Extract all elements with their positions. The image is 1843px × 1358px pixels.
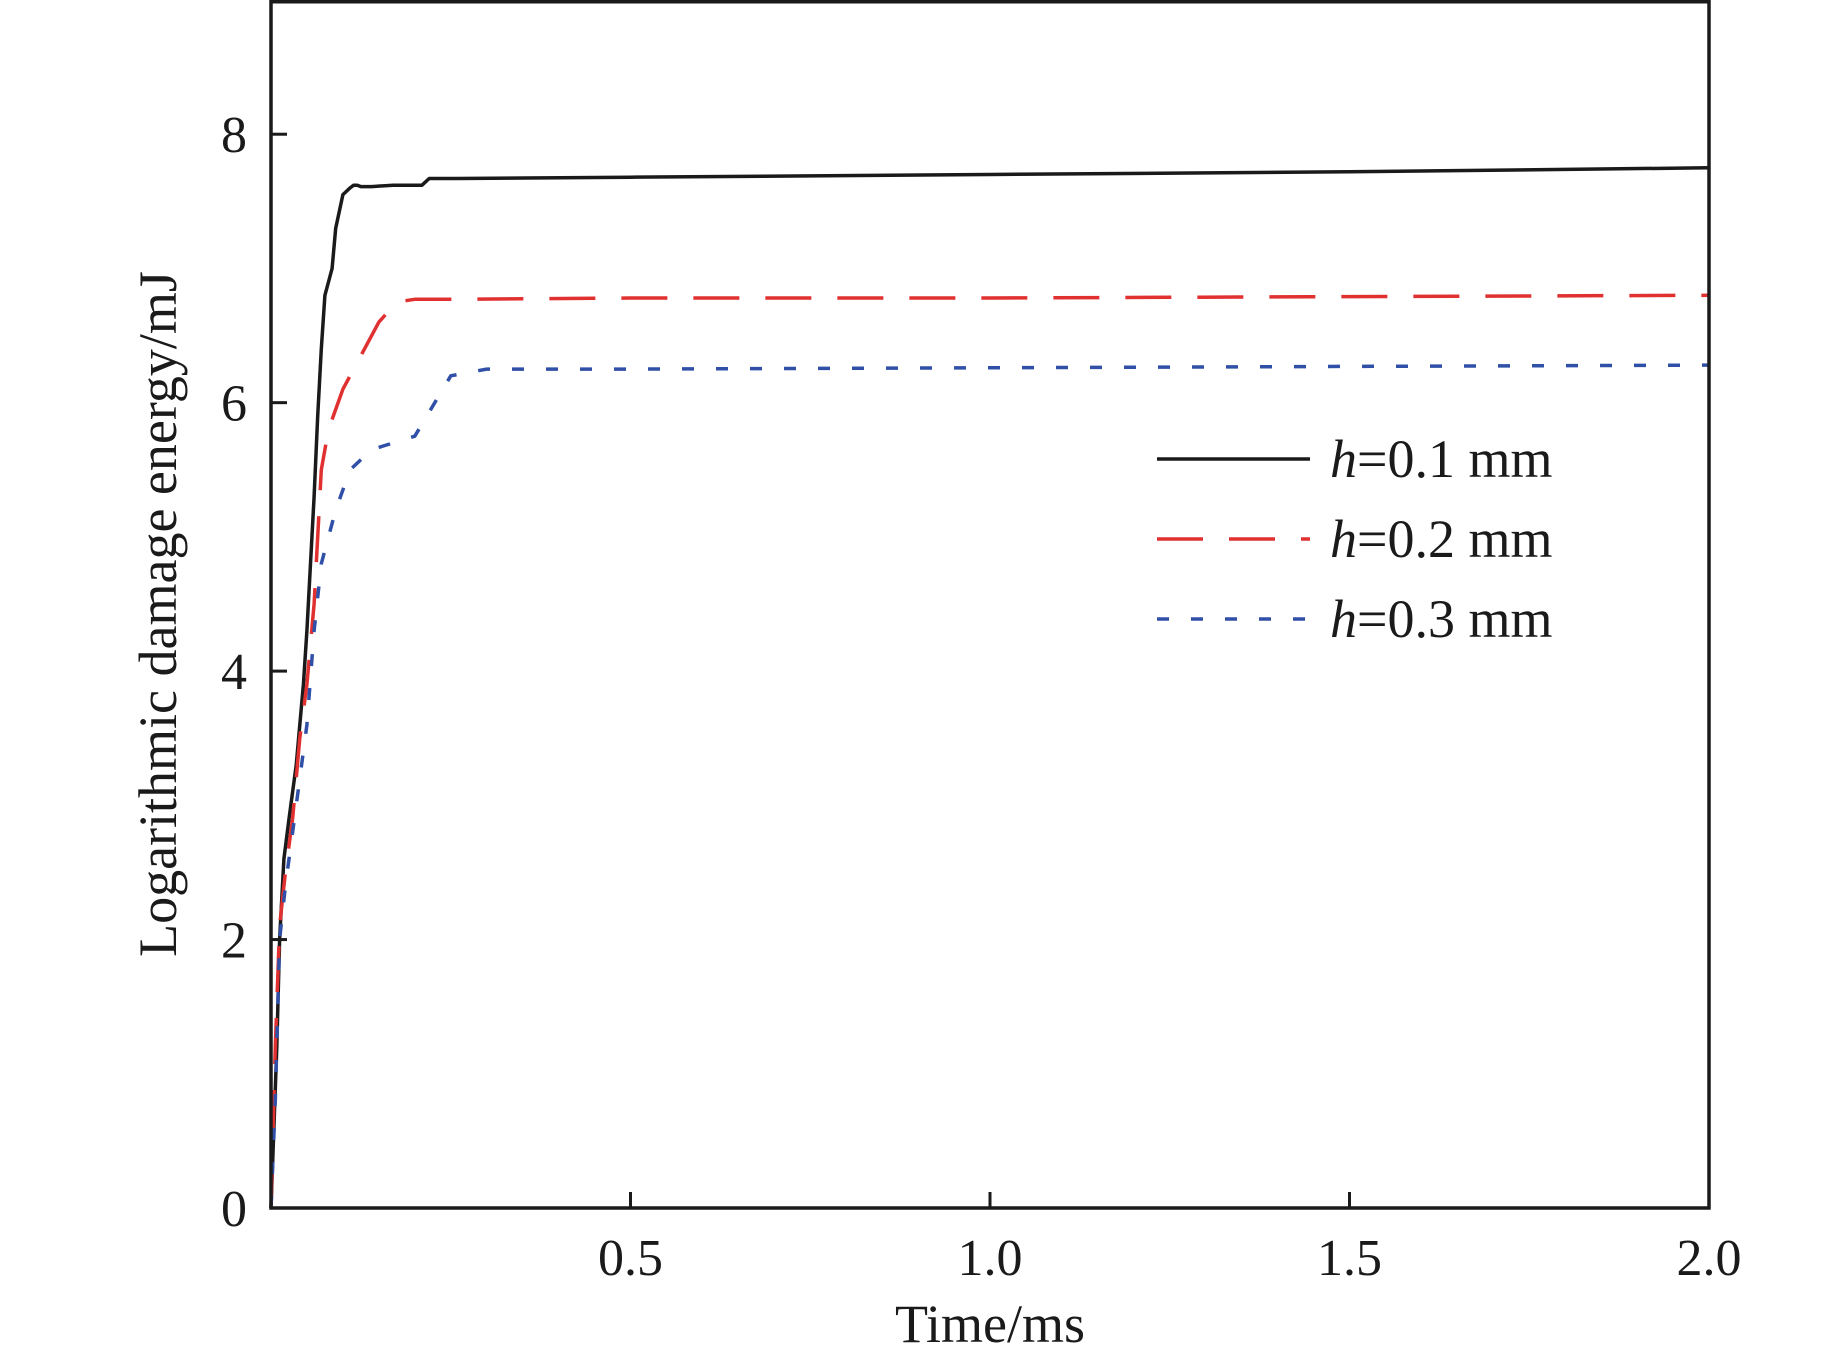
legend-value: =0.3 mm [1357,589,1552,649]
x-tick-label: 1.5 [1317,1230,1382,1287]
y-tick-label: 6 [221,376,247,433]
series-layer [269,166,1710,1209]
legend-value: =0.1 mm [1357,429,1552,489]
legend-label-2: h=0.2 mm [1330,509,1552,569]
legend-variable: h [1330,509,1357,569]
x-tick-label: 0.5 [598,1230,663,1287]
y-tick-label: 0 [221,1181,247,1238]
x-tick-label: 2.0 [1677,1230,1742,1287]
series-line-2 [269,293,1710,1209]
legend-label-1: h=0.1 mm [1330,429,1552,489]
y-tick-label: 8 [221,107,247,164]
legend-value: =0.2 mm [1357,509,1552,569]
legend-label-3: h=0.3 mm [1330,589,1552,649]
y-tick-label: 2 [221,913,247,970]
y-axis-title: Logarithmic damage energy/mJ [128,271,188,957]
legend-variable: h [1330,589,1357,649]
tick-layer: 0.5 1.0 1.5 2.0 0 2 4 6 8 [221,107,1742,1287]
series-line-1 [269,166,1710,1209]
x-tick-label: 1.0 [958,1230,1023,1287]
legend: h=0.1 mmh=0.2 mmh=0.3 mm [1157,429,1552,649]
legend-variable: h [1330,429,1357,489]
y-tick-label: 4 [221,644,247,701]
x-axis-title: Time/ms [895,1294,1085,1354]
